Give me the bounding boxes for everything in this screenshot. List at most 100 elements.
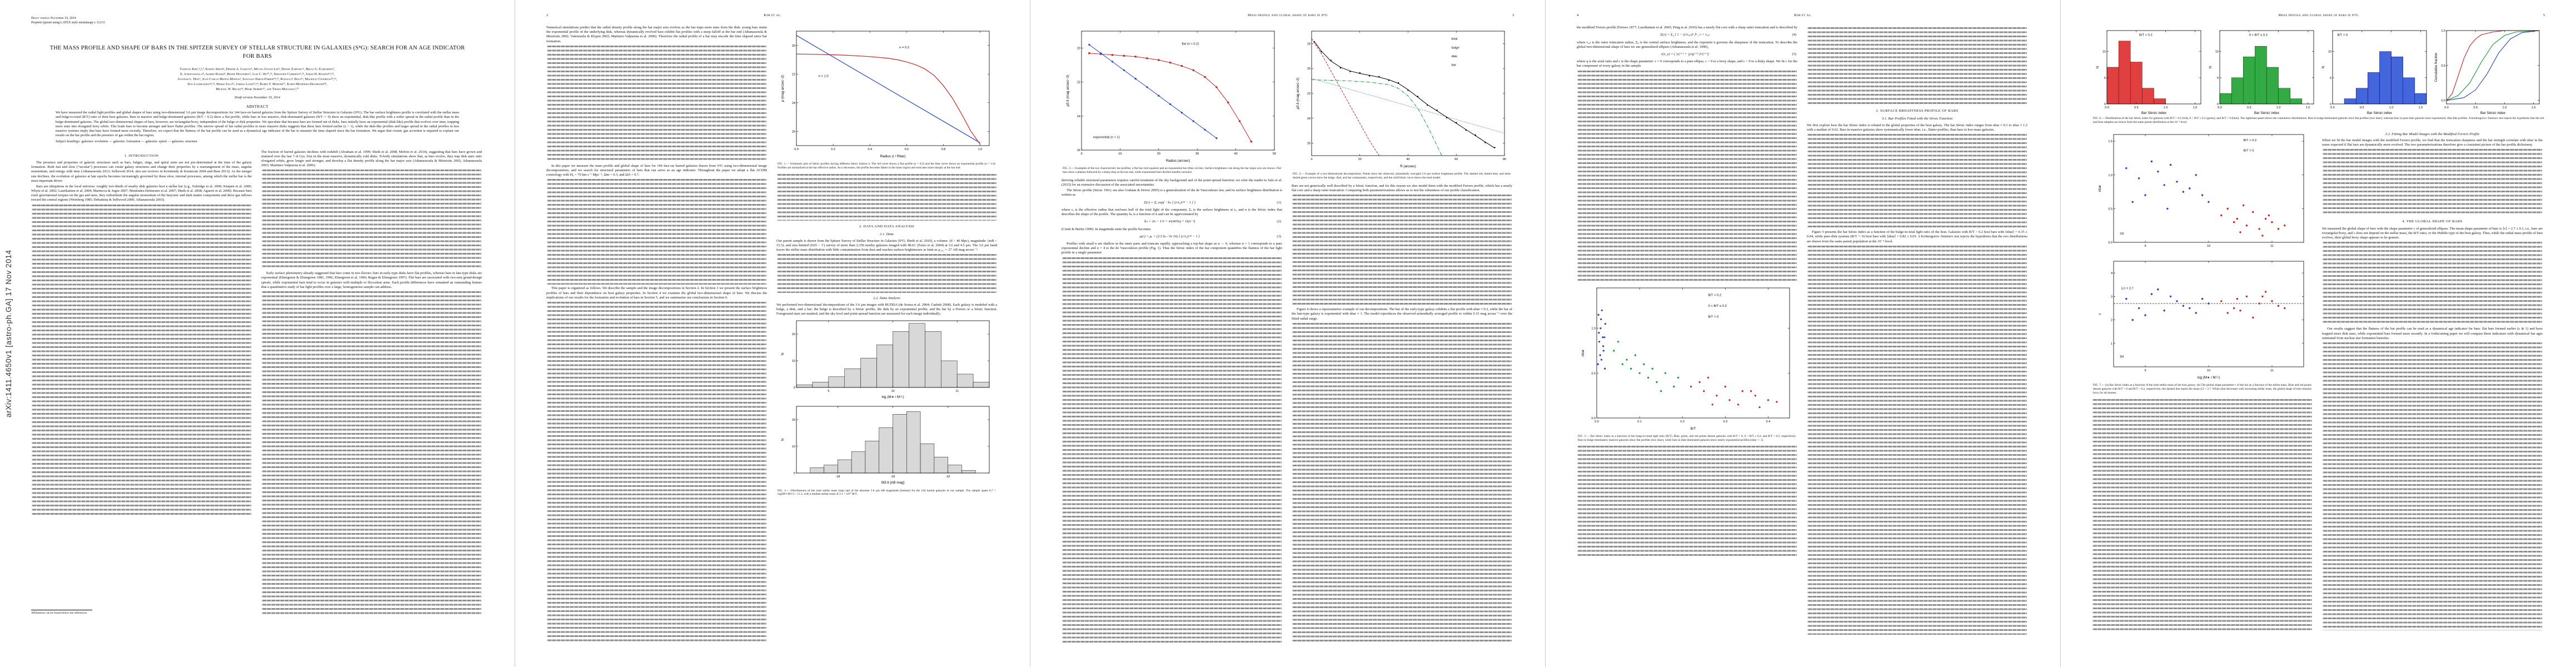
author-line: Joannah L. Hinz⁶, Juan Carlos Muñoz-Mate… xyxy=(177,77,337,81)
sample-mass-histogram-chart: 9 10 11 0 10 20 log (M∗ / M☉) N xyxy=(781,320,990,399)
svg-text:1.0: 1.0 xyxy=(2441,29,2445,33)
equation-sersic: Σ(r) = Σₑ exp{ −bₙ [ (r/rₑ)¹/ⁿ − 1 ] } (… xyxy=(1063,201,1281,205)
preprint-note: Preprint typeset using LATEX style emula… xyxy=(31,21,106,24)
svg-text:26: 26 xyxy=(792,130,795,133)
svg-text:20: 20 xyxy=(1358,158,1362,161)
figure-3-caption: FIG. 3.— Examples of the two characteris… xyxy=(1063,167,1281,175)
author-line: Taehyun Kim¹,²,³,⁴, Kartik Sheth², Dimit… xyxy=(180,67,335,71)
greeked-text-block xyxy=(777,173,996,221)
svg-text:40: 40 xyxy=(1234,152,1238,156)
svg-text:0.0: 0.0 xyxy=(2444,106,2449,109)
equation-number: (1) xyxy=(1277,200,1281,205)
body-paragraph: Profiles with small n are shallow in the… xyxy=(1062,242,1282,255)
svg-text:B/T > 0.2: B/T > 0.2 xyxy=(2243,139,2256,142)
subsection-heading-ferrers-fits: 3.2. Fitting Bar Model Images with the M… xyxy=(2385,132,2480,136)
svg-text:0.2: 0.2 xyxy=(831,148,835,151)
greeked-text-block xyxy=(1292,322,1512,644)
svg-text:1.5: 1.5 xyxy=(2532,106,2536,109)
svg-text:22: 22 xyxy=(792,73,795,76)
svg-text:Bar Sérsic index: Bar Sérsic index xyxy=(2254,111,2280,115)
svg-text:1.0: 1.0 xyxy=(2389,106,2394,109)
svg-text:40: 40 xyxy=(1406,158,1409,161)
body-paragraph: The Sérsic profile (Sérsic 1963; see als… xyxy=(1062,188,1282,197)
figure-sample-mass-hist: 9 10 11 0 10 20 log (M∗ / M☉) N xyxy=(776,317,997,401)
page3-columns: 0 10 20 30 40 50 20 22 24 26 Radius (arcsec) μ3.6 (… xyxy=(1062,26,1514,644)
greeked-text-block xyxy=(1807,27,2027,105)
page-number: 4 xyxy=(1577,13,1579,17)
footnote-block: Affiliations can be found below the refe… xyxy=(31,610,248,615)
draft-date: Draft version November 19, 2014 xyxy=(31,17,76,20)
svg-text:11: 11 xyxy=(2270,369,2274,372)
author-line: Michael W. Regan¹⁹, Mark Seibert¹⁷, and … xyxy=(216,88,299,92)
equation-body: μ(r) = μₑ + (2.5 bₙ / ln 10) [ (r/rₑ)¹/ⁿ… xyxy=(1139,234,1200,238)
body-paragraph: the modified Ferrers profile (Ferrers 18… xyxy=(1577,26,1797,29)
svg-text:0 < B/T ≤ 0.2: 0 < B/T ≤ 0.2 xyxy=(2249,33,2268,37)
svg-text:0: 0 xyxy=(2217,103,2219,106)
greeked-text-block xyxy=(1807,245,2027,635)
svg-text:22: 22 xyxy=(1077,81,1080,84)
page3-column-right: 0 20 40 60 80 18 20 22 24 26 R (arcsec) μ3.6 (mag a… xyxy=(1292,26,1512,644)
svg-text:9: 9 xyxy=(828,390,829,393)
greeked-text-block xyxy=(2323,149,2542,216)
abstract-text: We have measured the radial light profil… xyxy=(56,111,459,138)
svg-text:0: 0 xyxy=(794,386,795,390)
page2-column-right: 0.0 0.2 0.4 0.6 0.8 1.0 20 22 24 26 Radius (r / Rb… xyxy=(776,26,997,644)
svg-text:50: 50 xyxy=(1273,152,1276,156)
page-number: 3 xyxy=(1512,13,1514,17)
running-title: Kim et al. xyxy=(1794,13,1812,17)
page-3: Mass profile and global shape of bars in… xyxy=(1030,0,1546,667)
svg-text:N: N xyxy=(781,353,785,355)
running-title: Mass profile and global shape of bars in… xyxy=(1247,13,1328,17)
svg-text:9: 9 xyxy=(2144,245,2146,248)
svg-text:0.0: 0.0 xyxy=(2330,106,2335,109)
svg-text:2: 2 xyxy=(2110,318,2112,322)
abstract-heading: ABSTRACT xyxy=(246,104,268,109)
nbar-vs-mass-chart: 9 10 11 0.0 0.5 1.0 1.5 nbar (a) B/T = 0 B/T > 0.2 xyxy=(2098,134,2304,248)
svg-text:n = 0.2: n = 0.2 xyxy=(899,46,909,49)
svg-text:flat (n ≈ 0.2): flat (n ≈ 0.2) xyxy=(1182,42,1199,46)
author-line: E. Athanassoula⁸, Albert Bosma⁸, Benne H… xyxy=(180,72,335,76)
svg-text:1.5: 1.5 xyxy=(2108,140,2112,143)
svg-text:24: 24 xyxy=(1077,115,1080,118)
author-list: Taehyun Kim¹,²,³,⁴, Kartik Sheth², Dimit… xyxy=(31,67,484,93)
section-heading-introduction: 1. INTRODUCTION xyxy=(124,153,159,158)
svg-text:0.5: 0.5 xyxy=(2108,207,2112,211)
body-paragraph: We performed two-dimensional decompositi… xyxy=(776,302,997,316)
svg-text:B/T: B/T xyxy=(1691,427,1696,431)
svg-text:R (arcsec): R (arcsec) xyxy=(1400,165,1416,168)
svg-text:0: 0 xyxy=(794,472,795,475)
equation-number: (5) xyxy=(1792,52,1796,56)
running-title: Mass profile and global shape of bars in… xyxy=(2278,13,2359,17)
page-4: 4 Kim et al. the modified Ferrers profil… xyxy=(1546,0,2061,667)
svg-text:0.0: 0.0 xyxy=(2441,99,2445,103)
svg-text:0.5: 0.5 xyxy=(2247,106,2251,109)
svg-text:24: 24 xyxy=(792,102,795,105)
svg-text:-20: -20 xyxy=(891,475,895,479)
svg-text:0.2: 0.2 xyxy=(1680,420,1685,424)
svg-text:0.0: 0.0 xyxy=(1595,420,1599,424)
arxiv-stamp: arXiv:1411.4650v1 [astro-ph.GA] 17 Nov 2… xyxy=(4,250,13,417)
svg-text:11: 11 xyxy=(955,390,959,393)
svg-text:5: 5 xyxy=(2330,77,2331,80)
figure-4-caption: FIG. 4.— Example of a two-dimensional de… xyxy=(1293,172,1511,180)
svg-text:5: 5 xyxy=(2217,77,2219,80)
svg-text:nbar: nbar xyxy=(2098,185,2102,191)
nbar-hist-zero-bt-chart: 0.0 0.5 1.0 1.5 0 5 10 Bar Sérsic index N B/T = 0 xyxy=(2321,30,2427,115)
figure-sample-mag-hist: -18 -20 -22 0 10 20 M3.6 [AB mag] N xyxy=(776,403,997,487)
body-paragraph: We first explore how the bar Sérsic inde… xyxy=(1807,123,2027,132)
body-paragraph: where rₒᵤₜ is the outer truncation radiu… xyxy=(1577,40,1797,49)
page5-column-left: 9 10 11 0.0 0.5 1.0 1.5 nbar (a) B/T = 0 B/T > 0.2… xyxy=(2092,129,2313,630)
section-heading-profiles: 3. SURFACE BRIGHTNESS PROFILE OF BARS xyxy=(1876,109,1959,113)
subject-headings: Subject headings: galaxies: evolution — … xyxy=(56,140,459,144)
page-2: 2 Kim et al. Numerical simulations predi… xyxy=(515,0,1030,667)
svg-text:10: 10 xyxy=(2206,245,2210,248)
svg-text:0: 0 xyxy=(2104,103,2106,106)
svg-text:20: 20 xyxy=(1077,47,1080,51)
equation-body: bₙ = 2n − 1/3 + 4/(405n) + O(n⁻²) xyxy=(1144,220,1195,224)
figure-nbar-vs-bt: 0.0 0.1 0.2 0.3 0.4 0.0 0.5 1.0 B/T nbar B/T = 0 0 … xyxy=(1577,283,1797,433)
body-paragraph: where q is the axial ratio and c is the … xyxy=(1577,59,1797,68)
greeked-text-block xyxy=(1807,134,2027,229)
svg-text:(a): (a) xyxy=(2120,232,2124,235)
nbar-vs-bt-chart: 0.0 0.1 0.2 0.3 0.4 0.0 0.5 1.0 B/T nbar B/T = 0 0 … xyxy=(1581,287,1790,431)
svg-text:Radius (arcsec): Radius (arcsec) xyxy=(1166,159,1190,163)
